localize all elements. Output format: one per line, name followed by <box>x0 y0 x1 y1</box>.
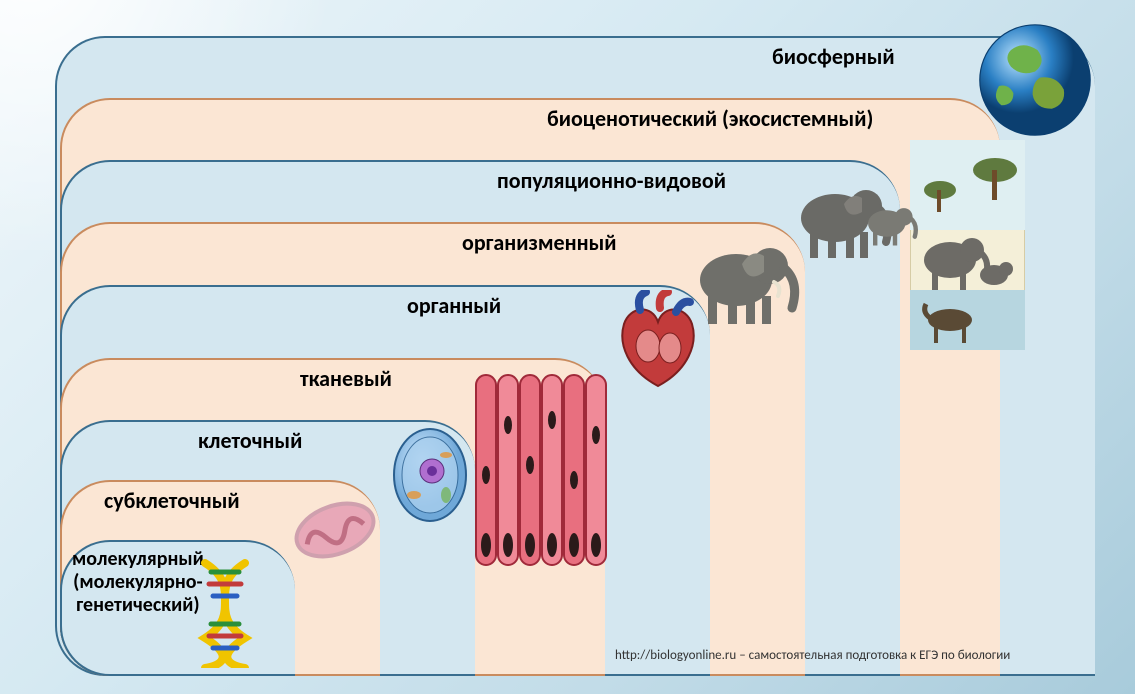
label-subcell: субклеточный <box>104 488 240 513</box>
savanna-icon <box>910 140 1025 350</box>
footer-credit: http://biologyonline.ru – самостоятельна… <box>615 648 1010 663</box>
dna-icon <box>185 558 265 668</box>
label-population: популяционно-видовой <box>497 168 726 193</box>
label-biosphere: биосферный <box>772 44 895 69</box>
diagram-stage: биосферный биоценотический (экосистемный… <box>0 0 1135 694</box>
label-molecular: молекулярный (молекулярно- генетический) <box>72 548 204 617</box>
elephants-icon <box>790 168 920 268</box>
heart-icon <box>610 290 705 390</box>
label-organ: органный <box>407 293 501 318</box>
label-biocenotic: биоценотический (экосистемный) <box>547 106 873 131</box>
earth-icon <box>975 20 1095 140</box>
cell-icon <box>390 425 470 525</box>
tissue-icon <box>470 365 610 575</box>
mitochondrion-icon <box>290 490 380 570</box>
label-tissue: тканевый <box>300 366 392 391</box>
elephant-icon <box>688 228 808 328</box>
label-cell: клеточный <box>198 428 302 453</box>
label-organism: организменный <box>462 230 617 255</box>
